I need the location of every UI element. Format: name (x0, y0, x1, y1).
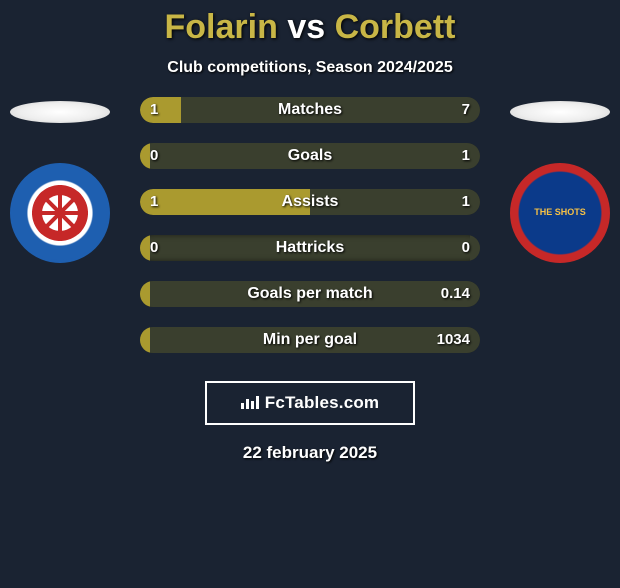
club-badge-hartlepool (10, 163, 110, 263)
comparison-area: THE SHOTS 17Matches 01Goals 11Assists 00Hat… (0, 97, 620, 353)
player-left-silhouette (10, 101, 110, 123)
date-text: 22 february 2025 (0, 443, 620, 463)
player-right-column: THE SHOTS (500, 97, 620, 263)
stat-label: Matches (140, 97, 480, 123)
stat-row-goals-per-match: 0.14Goals per match (140, 281, 480, 307)
stat-row-matches: 17Matches (140, 97, 480, 123)
ship-wheel-icon (32, 185, 88, 241)
club-badge-aldershot: THE SHOTS (510, 163, 610, 263)
subtitle: Club competitions, Season 2024/2025 (0, 59, 620, 77)
title-vs: vs (287, 8, 325, 46)
title-player-right: Corbett (335, 8, 456, 46)
title-player-left: Folarin (165, 8, 278, 46)
page-title: Folarin vs Corbett (0, 8, 620, 47)
stat-row-goals: 01Goals (140, 143, 480, 169)
stat-label: Min per goal (140, 327, 480, 353)
player-left-column (0, 97, 120, 263)
stat-row-hattricks: 00Hattricks (140, 235, 480, 261)
stat-row-assists: 11Assists (140, 189, 480, 215)
stat-label: Goals per match (140, 281, 480, 307)
stat-label: Assists (140, 189, 480, 215)
player-right-silhouette (510, 101, 610, 123)
stat-bars: 17Matches 01Goals 11Assists 00Hattricks 0.14… (140, 97, 480, 353)
badge-text: THE SHOTS (534, 208, 586, 218)
watermark: FcTables.com (205, 381, 415, 425)
stat-label: Hattricks (140, 235, 480, 261)
chart-icon (241, 393, 259, 414)
stat-label: Goals (140, 143, 480, 169)
watermark-text: FcTables.com (265, 393, 380, 413)
stat-row-min-per-goal: 1034Min per goal (140, 327, 480, 353)
